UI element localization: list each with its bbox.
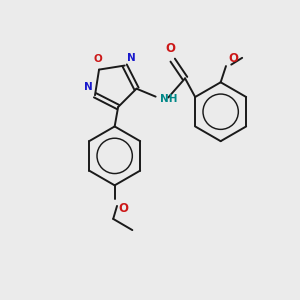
Text: N: N — [84, 82, 93, 92]
Text: O: O — [93, 54, 102, 64]
Text: O: O — [228, 52, 238, 64]
Text: O: O — [118, 202, 128, 215]
Text: NH: NH — [160, 94, 178, 104]
Text: N: N — [127, 52, 136, 63]
Text: O: O — [165, 42, 175, 55]
